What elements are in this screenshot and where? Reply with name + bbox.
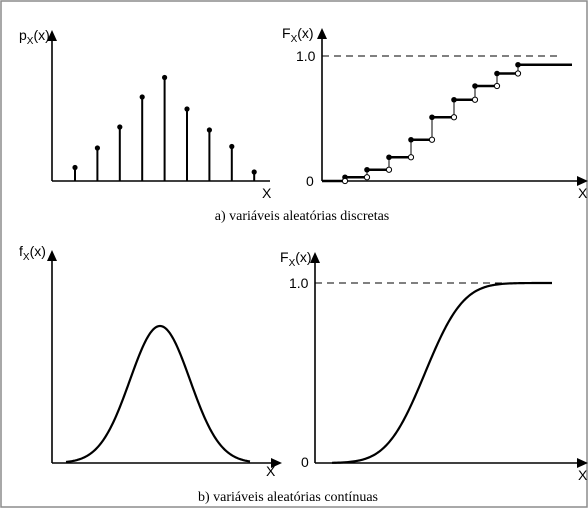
cdf-closed-point: [494, 71, 500, 77]
pmf-point: [229, 144, 234, 149]
pmf-ylabel: pX(x): [19, 27, 50, 47]
discrete-cdf-steps: [322, 62, 572, 184]
pmf-stems: [72, 75, 256, 181]
continuous-cdf-plot: FX(x) 1.0 0 X: [280, 249, 588, 483]
pmf-point: [95, 145, 100, 150]
cdf-closed-point: [472, 83, 478, 89]
cdf-open-point: [386, 167, 391, 172]
cdf-s-curve: [332, 283, 552, 463]
pdf-xlabel: X: [266, 463, 276, 479]
cdf-closed-point: [515, 62, 521, 68]
cdf-open-point: [494, 83, 499, 88]
discrete-cdf-ylabel: FX(x): [282, 25, 314, 45]
pdf-plot: fX(x) X: [19, 243, 282, 479]
cdf-open-point: [515, 71, 520, 76]
cdf-closed-point: [364, 167, 370, 173]
pmf-point: [72, 165, 77, 170]
cdf-closed-point: [408, 137, 414, 143]
cdf-open-point: [429, 137, 434, 142]
pdf-y-arrow: [47, 250, 57, 261]
continuous-cdf-xlabel: X: [578, 467, 588, 483]
cdf-open-point: [364, 175, 369, 180]
pmf-point: [207, 127, 212, 132]
continuous-cdf-tick-one: 1.0: [289, 275, 309, 291]
cdf-open-point: [472, 97, 477, 102]
pmf-xlabel: X: [262, 185, 272, 201]
pmf-point: [252, 169, 257, 174]
cdf-open-point: [408, 155, 413, 160]
discrete-cdf-plot: FX(x) 1.0 0 X: [282, 25, 588, 201]
pmf-point: [117, 124, 122, 129]
caption-continuous: b) variáveis aleatórias contínuas: [198, 490, 378, 505]
cdf-closed-point: [451, 97, 457, 103]
caption-discrete: a) variáveis aleatórias discretas: [215, 209, 390, 224]
discrete-cdf-tick-zero: 0: [306, 173, 314, 189]
cdf-open-point: [342, 178, 347, 183]
cdf-closed-point: [429, 114, 435, 120]
pdf-ylabel: fX(x): [19, 243, 46, 263]
cdf-closed-point: [386, 154, 392, 160]
pmf-point: [184, 106, 189, 111]
discrete-cdf-xlabel: X: [578, 185, 588, 201]
pmf-point: [140, 94, 145, 99]
cdf-open-point: [451, 115, 456, 120]
discrete-cdf-tick-one: 1.0: [296, 48, 316, 64]
pmf-point: [162, 75, 167, 80]
pdf-bell-curve: [66, 326, 250, 462]
continuous-cdf-ylabel: FX(x): [280, 249, 312, 269]
discrete-cdf-y-arrow: [317, 28, 327, 39]
continuous-cdf-tick-zero: 0: [301, 454, 309, 470]
pmf-plot: pX(x) X: [19, 27, 272, 201]
